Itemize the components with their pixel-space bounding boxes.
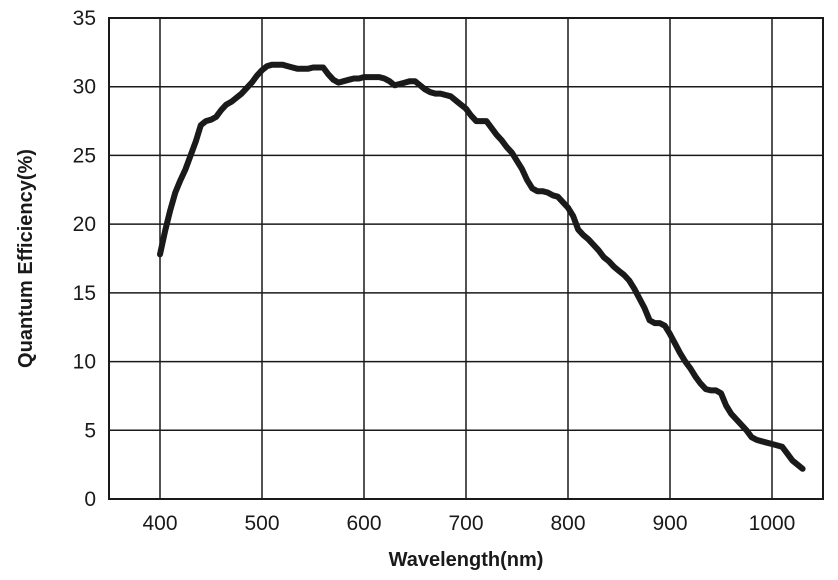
x-axis-title: Wavelength(nm): [389, 549, 544, 571]
y-tick-label: 25: [73, 144, 96, 167]
y-tick-label: 0: [84, 488, 96, 511]
y-tick-label: 15: [73, 282, 96, 305]
series-line: [157, 61, 806, 472]
x-tick-label: 900: [652, 512, 687, 535]
series-layer: [157, 61, 806, 472]
x-tick-label: 500: [244, 512, 279, 535]
y-axis-ticks: 0 5 10 15 20 25 30 35: [73, 7, 96, 511]
y-tick-label: 5: [84, 419, 96, 442]
x-tick-label: 600: [346, 512, 381, 535]
y-tick-label: 35: [73, 7, 96, 30]
x-axis-ticks: 400 500 600 700 800 900 1000: [142, 512, 795, 535]
plot-frame: [108, 17, 824, 500]
x-tick-label: 400: [142, 512, 177, 535]
x-tick-label: 800: [550, 512, 585, 535]
y-tick-label: 30: [73, 76, 96, 99]
y-tick-label: 10: [73, 351, 96, 374]
x-tick-label: 1000: [749, 512, 796, 535]
x-tick-label: 700: [448, 512, 483, 535]
y-axis-title: Quantum Efficiency(%): [15, 149, 37, 368]
grid: [109, 18, 823, 499]
y-tick-label: 20: [73, 213, 96, 236]
